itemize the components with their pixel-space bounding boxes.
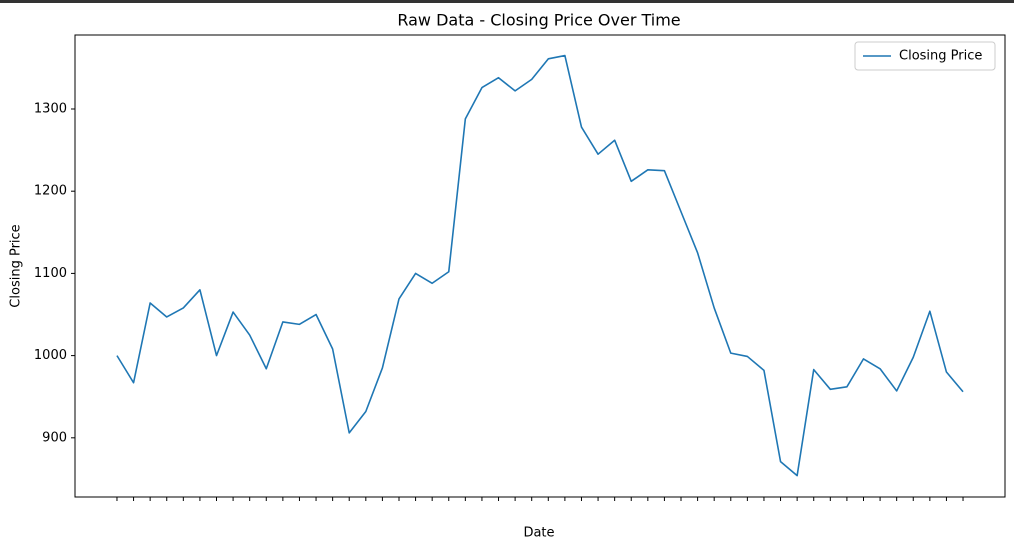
plot-frame xyxy=(74,34,1006,498)
y-tick-label: 900 xyxy=(42,430,67,445)
y-axis-label: Closing Price xyxy=(9,224,24,307)
legend-box xyxy=(854,41,996,71)
legend-label: Closing Price xyxy=(899,49,982,64)
y-tick-label: 1200 xyxy=(34,184,67,199)
x-axis-label: Date xyxy=(523,526,554,541)
y-tick-label: 1100 xyxy=(34,266,67,281)
line-series xyxy=(116,54,964,477)
chart-title: Raw Data - Closing Price Over Time xyxy=(397,11,680,30)
window-frame xyxy=(0,0,1014,3)
y-tick-label: 1000 xyxy=(34,348,67,363)
y-tick-label: 1300 xyxy=(34,101,67,116)
